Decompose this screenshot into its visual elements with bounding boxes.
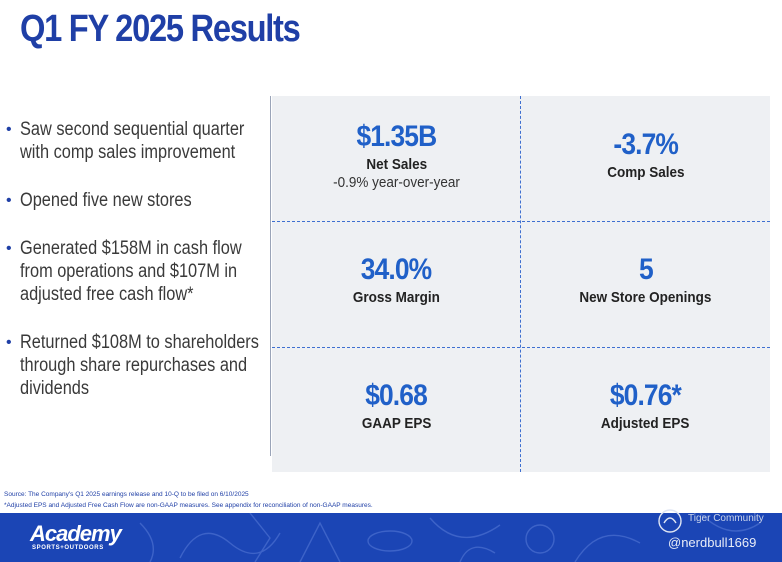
column-divider xyxy=(270,96,271,456)
comp-sales-label: Comp Sales xyxy=(606,164,685,181)
bullet-dot-icon: • xyxy=(6,121,12,138)
footnote-adjusted: *Adjusted EPS and Adjusted Free Cash Flo… xyxy=(4,502,373,509)
gross-margin-label: Gross Margin xyxy=(352,289,441,306)
tiger-community-icon xyxy=(658,509,682,533)
bullet-dot-icon: • xyxy=(6,192,12,209)
gross-margin-value: 34.0% xyxy=(361,253,432,286)
adjusted-eps-label: Adjusted EPS xyxy=(601,415,690,432)
net-sales-value: $1.35B xyxy=(356,120,438,153)
metric-gaap-eps: $0.68 GAAP EPS xyxy=(272,379,521,504)
grid-divider-h1 xyxy=(272,221,770,222)
gaap-eps-label: GAAP EPS xyxy=(361,415,432,432)
adjusted-eps-value: $0.76* xyxy=(609,379,682,412)
metric-net-sales: $1.35B Net Sales -0.9% year-over-year xyxy=(272,120,521,245)
watermark-community: Tiger Community xyxy=(688,513,764,524)
grid-divider-h2 xyxy=(272,347,770,348)
list-item: • Returned $108M to shareholders through … xyxy=(6,332,259,399)
list-item: • Generated $158M in cash flow from opera… xyxy=(6,238,242,305)
metric-new-stores: 5 New Store Openings xyxy=(521,253,770,378)
watermark-handle: @nerdbull1669 xyxy=(668,535,757,550)
grid-divider-v xyxy=(520,96,521,472)
net-sales-change: -0.9% year-over-year xyxy=(333,174,460,191)
slide-title: Q1 FY 2025 Results xyxy=(20,8,301,50)
list-item: • Opened five new stores xyxy=(6,190,192,211)
comp-sales-value: -3.7% xyxy=(613,128,678,161)
gaap-eps-value: $0.68 xyxy=(365,379,429,412)
metric-adjusted-eps: $0.76* Adjusted EPS xyxy=(521,379,770,504)
new-stores-label: New Store Openings xyxy=(579,289,712,306)
new-stores-value: 5 xyxy=(638,253,654,286)
list-item: • Saw second sequential quarter with comp… xyxy=(6,119,245,163)
net-sales-label: Net Sales xyxy=(366,156,427,173)
academy-logo: Academy SPORTS+OUTDOORS xyxy=(30,521,122,552)
footnote-source: Source: The Company's Q1 2025 earnings r… xyxy=(4,491,249,498)
metric-gross-margin: 34.0% Gross Margin xyxy=(272,253,521,378)
highlights-list: • Saw second sequential quarter with comp… xyxy=(6,118,268,425)
bullet-dot-icon: • xyxy=(6,334,12,351)
brand-footer-band: Academy SPORTS+OUTDOORS xyxy=(0,513,782,562)
metrics-panel: $1.35B Net Sales -0.9% year-over-year -3… xyxy=(272,96,770,472)
outdoor-pattern-icon xyxy=(139,513,761,562)
bullet-dot-icon: • xyxy=(6,240,12,257)
metric-comp-sales: -3.7% Comp Sales xyxy=(521,128,770,253)
